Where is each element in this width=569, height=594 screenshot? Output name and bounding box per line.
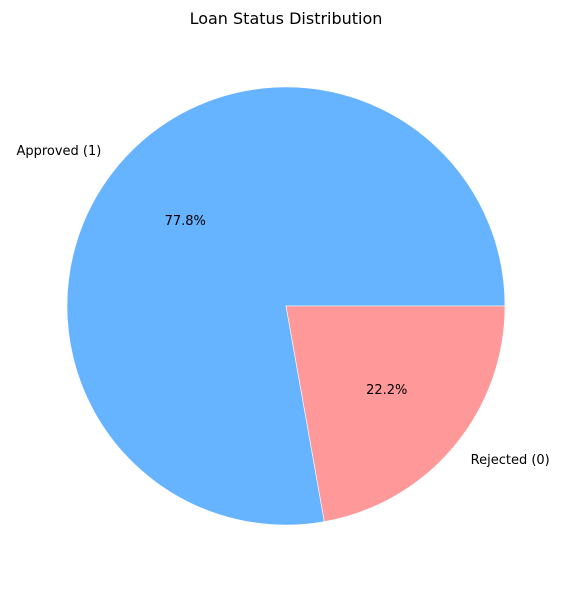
pie-slice-1 xyxy=(285,305,506,522)
pie-category-label-1: Rejected (0) xyxy=(471,453,550,468)
pie-percent-label-0: 77.8% xyxy=(165,214,206,229)
pie-percent-label-1: 22.2% xyxy=(366,383,407,398)
chart-title: Loan Status Distribution xyxy=(190,9,383,28)
pie-labels: 77.8% Approved (1) 22.2% Rejected (0) xyxy=(16,144,549,468)
pie-category-label-0: Approved (1) xyxy=(16,144,101,159)
pie-slices xyxy=(66,86,506,526)
